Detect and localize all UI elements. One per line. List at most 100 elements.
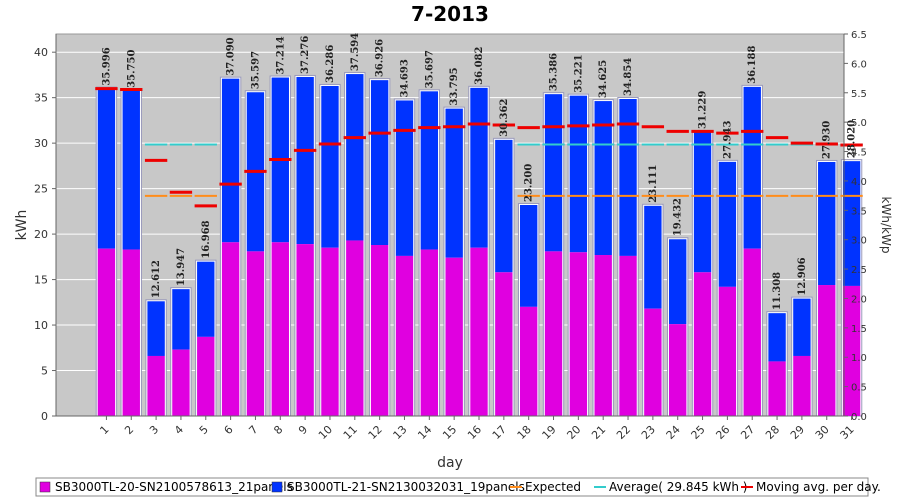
x-tick-label: 7 — [246, 423, 260, 437]
bar-segment-s2 — [346, 74, 364, 241]
x-tick-label: 25 — [689, 423, 708, 442]
y2-tick-label: 4.0 — [851, 177, 867, 188]
legend-swatch-s1 — [39, 481, 51, 493]
legend-label-avg: Average( 29.845 kWh ) — [609, 480, 748, 494]
y-axis: 0 5 10 15 20 25 30 35 40 — [34, 34, 57, 423]
bar-segment-s2 — [644, 205, 662, 309]
legend-label-exp: Expected — [525, 480, 581, 494]
legend-label-s2: SB3000TL-21-SN2130032031_19panels — [287, 480, 525, 494]
x-tick-label: 12 — [366, 423, 385, 442]
x-tick-label: 20 — [564, 423, 583, 442]
bar-segment-s1 — [569, 252, 588, 416]
data-label: 35.750 — [126, 50, 137, 88]
x-tick-label: 19 — [540, 423, 559, 442]
x-tick-label: 4 — [172, 423, 186, 437]
data-label: 23.111 — [648, 165, 659, 203]
bar-segment-s2 — [544, 94, 563, 252]
bar-segment-s2 — [619, 98, 637, 256]
data-label: 37.594 — [350, 33, 361, 71]
bar-segment-s1 — [495, 272, 513, 416]
data-label: 27.943 — [722, 121, 733, 159]
x-tick-label: 28 — [763, 423, 782, 442]
bar-segment-s2 — [842, 161, 861, 286]
bar-segment-s2 — [718, 161, 737, 287]
data-label: 36.082 — [474, 47, 485, 85]
bar-segment-s1 — [818, 285, 836, 416]
y-tick-label: 35 — [34, 92, 48, 105]
bar-segment-s2 — [768, 313, 786, 362]
y2-axis: 0.0 0.5 1.0 1.5 2.0 2.5 3.0 3.5 4.0 4.5 5.0 5.5 6.0 6… — [843, 30, 867, 423]
bar-segment-s1 — [669, 324, 687, 416]
bar-segment-s1 — [122, 249, 140, 416]
x-tick-label: 6 — [222, 423, 236, 437]
bar-segment-s2 — [519, 204, 538, 307]
bar-segment-s1 — [619, 255, 637, 416]
data-label: 30.362 — [499, 99, 510, 137]
data-label: 36.286 — [325, 45, 336, 83]
bar-segment-s1 — [420, 249, 439, 416]
y2-tick-label: 0.5 — [851, 383, 867, 394]
bar-segment-s2 — [818, 161, 836, 286]
bar-segment-s1 — [594, 255, 612, 416]
bar-segment-s1 — [544, 251, 563, 416]
bar-segment-s1 — [172, 349, 190, 416]
y2-tick-label: 6.5 — [851, 30, 867, 41]
data-label: 35.221 — [573, 54, 584, 92]
y2-tick-label: 3.0 — [851, 236, 867, 247]
data-label: 12.906 — [797, 257, 808, 295]
chart-title: 7-2013 — [411, 2, 489, 26]
bar-segment-s1 — [97, 248, 116, 416]
bar-segment-s2 — [221, 78, 240, 243]
bar-segment-s1 — [743, 248, 761, 416]
data-label: 11.308 — [772, 272, 783, 310]
x-tick-label: 30 — [813, 423, 832, 442]
data-label: 36.926 — [375, 39, 386, 77]
data-label: 34.693 — [399, 59, 410, 97]
bar-segment-s1 — [197, 336, 215, 416]
y2-tick-label: 2.0 — [851, 294, 867, 305]
bar-segment-s1 — [321, 247, 339, 416]
y2-tick-label: 5.0 — [851, 118, 867, 129]
bar-segment-s2 — [395, 100, 414, 256]
data-label: 16.968 — [201, 220, 212, 258]
bar-segment-s2 — [197, 261, 215, 337]
x-tick-label: 2 — [122, 423, 136, 437]
data-label: 37.090 — [226, 37, 237, 75]
y2-tick-label: 6.0 — [851, 59, 867, 70]
data-label: 37.276 — [300, 36, 311, 74]
y-tick-label: 0 — [41, 410, 48, 423]
y-tick-label: 20 — [34, 228, 48, 241]
y-tick-label: 15 — [34, 274, 48, 287]
y2-tick-label: 1.0 — [851, 353, 867, 364]
y2-tick-label: 5.5 — [851, 89, 867, 100]
data-label: 27.930 — [822, 121, 833, 159]
y-tick-label: 40 — [34, 46, 48, 59]
x-tick-label: 9 — [296, 423, 310, 437]
y2-tick-label: 1.5 — [851, 324, 867, 335]
bar-segment-s1 — [445, 257, 463, 416]
x-tick-label: 22 — [614, 423, 633, 442]
moving-average-marks — [95, 87, 863, 208]
bar-segment-s1 — [221, 242, 240, 416]
x-tick-label: 23 — [639, 423, 658, 442]
bar-segment-s2 — [147, 301, 165, 356]
bar-segment-s1 — [370, 245, 389, 416]
bar-segment-s1 — [519, 306, 538, 416]
data-label: 35.697 — [424, 50, 435, 88]
data-label: 35.996 — [101, 47, 112, 85]
bar-segment-s2 — [122, 90, 140, 250]
bar-segment-s2 — [420, 91, 439, 250]
bar-segment-s2 — [693, 131, 712, 273]
bar-segment-s2 — [669, 239, 687, 325]
legend-label-s1: SB3000TL-20-SN2100578613_21panels — [55, 480, 293, 494]
data-label: 35.597 — [250, 51, 261, 89]
data-label: 35.386 — [549, 53, 560, 91]
bar-segment-s2 — [594, 101, 612, 256]
x-axis-title: day — [437, 455, 463, 471]
bar-segment-s2 — [470, 87, 488, 248]
y2-tick-label: 3.5 — [851, 206, 867, 217]
x-tick-label: 18 — [515, 423, 534, 442]
bar-segment-s1 — [644, 308, 662, 416]
y-tick-label: 10 — [34, 319, 48, 332]
